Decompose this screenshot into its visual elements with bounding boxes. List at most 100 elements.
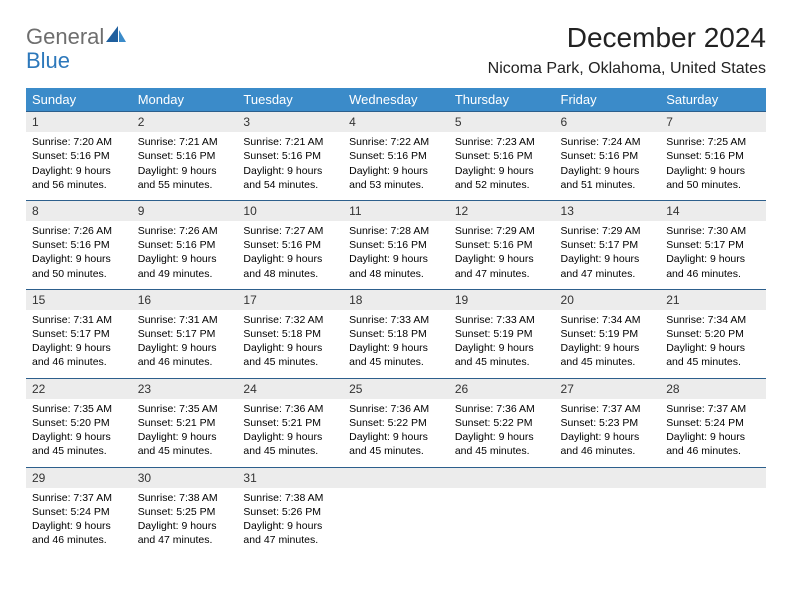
- sunset-text: Sunset: 5:20 PM: [32, 416, 126, 430]
- day-number: 23: [132, 378, 238, 399]
- daylight-text: Daylight: 9 hours: [349, 341, 443, 355]
- sunset-text: Sunset: 5:18 PM: [243, 327, 337, 341]
- daylight-text: Daylight: 9 hours: [138, 430, 232, 444]
- daylight-text: Daylight: 9 hours: [455, 252, 549, 266]
- sunrise-text: Sunrise: 7:38 AM: [243, 491, 337, 505]
- day-number: 27: [555, 378, 661, 399]
- weekday-header: Wednesday: [343, 88, 449, 111]
- weekday-header: Thursday: [449, 88, 555, 111]
- daylight-text: and 48 minutes.: [349, 267, 443, 281]
- sunrise-text: Sunrise: 7:26 AM: [32, 224, 126, 238]
- sunrise-text: Sunrise: 7:37 AM: [561, 402, 655, 416]
- day-number: 2: [132, 111, 238, 132]
- header: General Blue December 2024 Nicoma Park, …: [26, 22, 766, 78]
- day-details: Sunrise: 7:21 AMSunset: 5:16 PMDaylight:…: [132, 132, 238, 200]
- day-details: Sunrise: 7:29 AMSunset: 5:16 PMDaylight:…: [449, 221, 555, 289]
- daylight-text: and 46 minutes.: [138, 355, 232, 369]
- day-number: 8: [26, 200, 132, 221]
- daylight-text: Daylight: 9 hours: [243, 252, 337, 266]
- day-details: [555, 488, 661, 499]
- day-details: Sunrise: 7:33 AMSunset: 5:19 PMDaylight:…: [449, 310, 555, 378]
- daylight-text: and 45 minutes.: [243, 444, 337, 458]
- brand-part2: Blue: [26, 50, 126, 72]
- calendar-day-cell: 28Sunrise: 7:37 AMSunset: 5:24 PMDayligh…: [660, 378, 766, 467]
- sunrise-text: Sunrise: 7:28 AM: [349, 224, 443, 238]
- daylight-text: Daylight: 9 hours: [455, 164, 549, 178]
- day-details: Sunrise: 7:38 AMSunset: 5:25 PMDaylight:…: [132, 488, 238, 556]
- day-details: Sunrise: 7:34 AMSunset: 5:20 PMDaylight:…: [660, 310, 766, 378]
- calendar-day-cell: 5Sunrise: 7:23 AMSunset: 5:16 PMDaylight…: [449, 111, 555, 200]
- daylight-text: Daylight: 9 hours: [32, 252, 126, 266]
- day-details: Sunrise: 7:29 AMSunset: 5:17 PMDaylight:…: [555, 221, 661, 289]
- calendar-day-cell: 23Sunrise: 7:35 AMSunset: 5:21 PMDayligh…: [132, 378, 238, 467]
- sunset-text: Sunset: 5:17 PM: [666, 238, 760, 252]
- calendar-table: Sunday Monday Tuesday Wednesday Thursday…: [26, 88, 766, 555]
- month-title: December 2024: [488, 22, 766, 54]
- day-details: Sunrise: 7:24 AMSunset: 5:16 PMDaylight:…: [555, 132, 661, 200]
- sunset-text: Sunset: 5:22 PM: [349, 416, 443, 430]
- calendar-body: 1Sunrise: 7:20 AMSunset: 5:16 PMDaylight…: [26, 111, 766, 555]
- daylight-text: Daylight: 9 hours: [666, 341, 760, 355]
- calendar-day-cell: 6Sunrise: 7:24 AMSunset: 5:16 PMDaylight…: [555, 111, 661, 200]
- sunrise-text: Sunrise: 7:25 AM: [666, 135, 760, 149]
- day-number: [343, 467, 449, 488]
- calendar-day-cell: 25Sunrise: 7:36 AMSunset: 5:22 PMDayligh…: [343, 378, 449, 467]
- calendar-week-row: 22Sunrise: 7:35 AMSunset: 5:20 PMDayligh…: [26, 378, 766, 467]
- calendar-day-cell: 18Sunrise: 7:33 AMSunset: 5:18 PMDayligh…: [343, 289, 449, 378]
- calendar-day-cell: 15Sunrise: 7:31 AMSunset: 5:17 PMDayligh…: [26, 289, 132, 378]
- day-number: 15: [26, 289, 132, 310]
- calendar-day-cell: 1Sunrise: 7:20 AMSunset: 5:16 PMDaylight…: [26, 111, 132, 200]
- daylight-text: and 47 minutes.: [138, 533, 232, 547]
- calendar-week-row: 29Sunrise: 7:37 AMSunset: 5:24 PMDayligh…: [26, 467, 766, 556]
- sunset-text: Sunset: 5:24 PM: [32, 505, 126, 519]
- sunrise-text: Sunrise: 7:36 AM: [243, 402, 337, 416]
- day-number: 11: [343, 200, 449, 221]
- sunset-text: Sunset: 5:19 PM: [561, 327, 655, 341]
- calendar-day-cell: 2Sunrise: 7:21 AMSunset: 5:16 PMDaylight…: [132, 111, 238, 200]
- calendar-day-cell: 8 Sunrise: 7:26 AMSunset: 5:16 PMDaylight…: [26, 200, 132, 289]
- sunset-text: Sunset: 5:16 PM: [349, 238, 443, 252]
- sunset-text: Sunset: 5:21 PM: [243, 416, 337, 430]
- sunrise-text: Sunrise: 7:21 AM: [243, 135, 337, 149]
- sail-icon: [106, 26, 126, 48]
- weekday-header: Monday: [132, 88, 238, 111]
- sunset-text: Sunset: 5:16 PM: [666, 149, 760, 163]
- day-number: 26: [449, 378, 555, 399]
- sunset-text: Sunset: 5:17 PM: [138, 327, 232, 341]
- daylight-text: Daylight: 9 hours: [32, 430, 126, 444]
- daylight-text: Daylight: 9 hours: [32, 164, 126, 178]
- sunrise-text: Sunrise: 7:31 AM: [32, 313, 126, 327]
- day-details: Sunrise: 7:33 AMSunset: 5:18 PMDaylight:…: [343, 310, 449, 378]
- calendar-day-cell: [449, 467, 555, 556]
- sunset-text: Sunset: 5:20 PM: [666, 327, 760, 341]
- sunset-text: Sunset: 5:16 PM: [561, 149, 655, 163]
- daylight-text: Daylight: 9 hours: [455, 341, 549, 355]
- sunrise-text: Sunrise: 7:33 AM: [455, 313, 549, 327]
- day-number: 10: [237, 200, 343, 221]
- calendar-day-cell: 4Sunrise: 7:22 AMSunset: 5:16 PMDaylight…: [343, 111, 449, 200]
- calendar-week-row: 1Sunrise: 7:20 AMSunset: 5:16 PMDaylight…: [26, 111, 766, 200]
- daylight-text: Daylight: 9 hours: [32, 519, 126, 533]
- location-label: Nicoma Park, Oklahoma, United States: [488, 60, 766, 78]
- day-details: Sunrise: 7:36 AMSunset: 5:21 PMDaylight:…: [237, 399, 343, 467]
- daylight-text: Daylight: 9 hours: [243, 164, 337, 178]
- sunset-text: Sunset: 5:16 PM: [243, 238, 337, 252]
- weekday-header: Sunday: [26, 88, 132, 111]
- day-details: Sunrise: 7:21 AMSunset: 5:16 PMDaylight:…: [237, 132, 343, 200]
- day-number: 16: [132, 289, 238, 310]
- sunrise-text: Sunrise: 7:36 AM: [455, 402, 549, 416]
- day-number: 18: [343, 289, 449, 310]
- day-number: 12: [449, 200, 555, 221]
- sunset-text: Sunset: 5:16 PM: [32, 238, 126, 252]
- day-details: [660, 488, 766, 499]
- daylight-text: Daylight: 9 hours: [138, 164, 232, 178]
- day-number: 22: [26, 378, 132, 399]
- day-number: 24: [237, 378, 343, 399]
- daylight-text: Daylight: 9 hours: [243, 341, 337, 355]
- daylight-text: and 45 minutes.: [349, 355, 443, 369]
- calendar-day-cell: 30Sunrise: 7:38 AMSunset: 5:25 PMDayligh…: [132, 467, 238, 556]
- sunrise-text: Sunrise: 7:22 AM: [349, 135, 443, 149]
- daylight-text: and 54 minutes.: [243, 178, 337, 192]
- daylight-text: Daylight: 9 hours: [243, 430, 337, 444]
- sunrise-text: Sunrise: 7:27 AM: [243, 224, 337, 238]
